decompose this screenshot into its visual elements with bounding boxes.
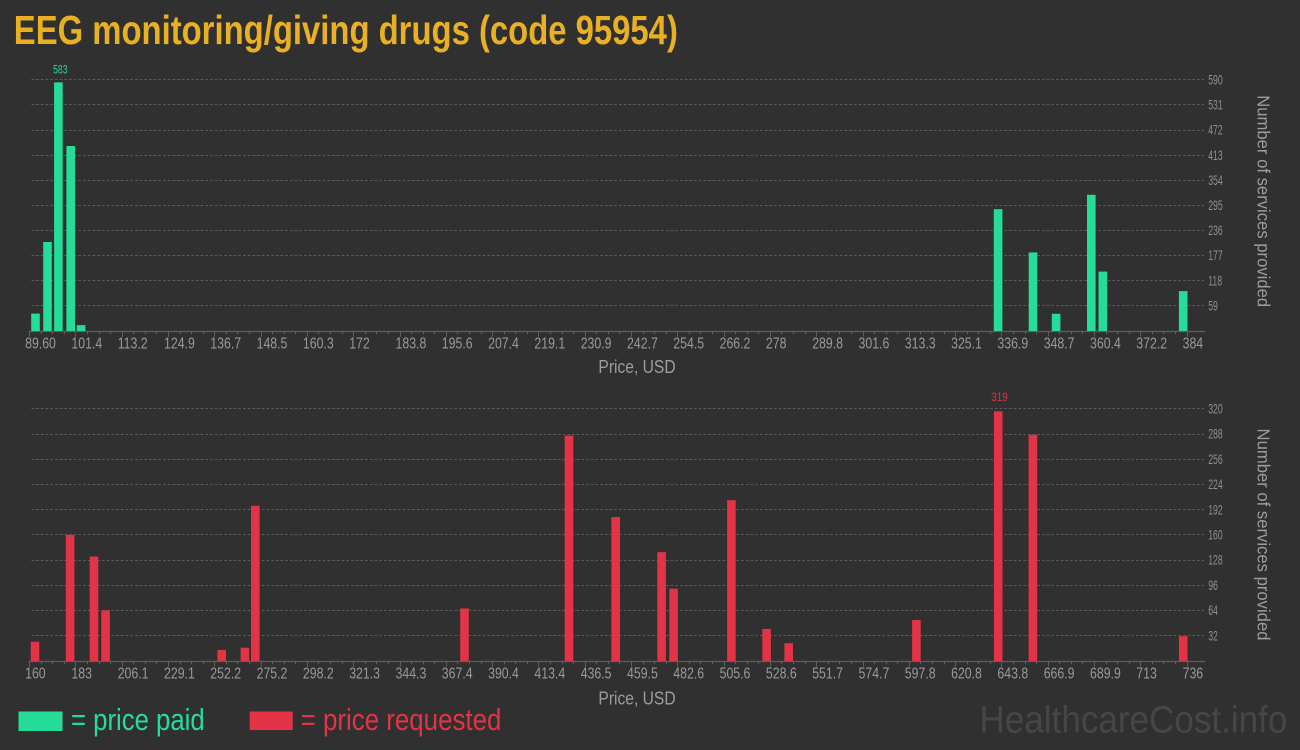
svg-text:689.9: 689.9: [1090, 665, 1121, 683]
svg-text:666.9: 666.9: [1044, 665, 1075, 683]
svg-text:384: 384: [1183, 335, 1204, 353]
svg-text:319: 319: [991, 391, 1007, 404]
svg-text:= price paid: = price paid: [71, 703, 205, 738]
svg-text:583: 583: [53, 64, 68, 77]
svg-text:531: 531: [1208, 98, 1222, 114]
svg-text:177: 177: [1208, 248, 1222, 264]
svg-text:EEG monitoring/giving drugs (c: EEG monitoring/giving drugs (code 95954): [14, 8, 678, 53]
svg-text:643.8: 643.8: [997, 665, 1028, 683]
svg-text:459.5: 459.5: [627, 665, 658, 683]
svg-text:136.7: 136.7: [210, 335, 241, 353]
svg-text:160: 160: [1208, 527, 1223, 543]
svg-text:574.7: 574.7: [859, 665, 890, 683]
svg-text:Number of services provided: Number of services provided: [1253, 95, 1274, 307]
svg-text:301.6: 301.6: [859, 335, 890, 353]
svg-text:597.8: 597.8: [905, 665, 936, 683]
svg-text:32: 32: [1208, 628, 1218, 644]
svg-text:219.1: 219.1: [534, 335, 565, 353]
svg-text:275.2: 275.2: [257, 665, 288, 683]
svg-text:113.2: 113.2: [118, 335, 148, 353]
svg-text:256: 256: [1208, 452, 1222, 468]
svg-text:590: 590: [1208, 72, 1223, 88]
svg-text:160: 160: [25, 665, 46, 683]
svg-text:64: 64: [1208, 603, 1218, 619]
svg-text:242.7: 242.7: [627, 335, 658, 353]
svg-text:320: 320: [1208, 401, 1223, 417]
svg-text:195.6: 195.6: [442, 335, 473, 353]
svg-text:336.9: 336.9: [997, 335, 1028, 353]
svg-text:354: 354: [1208, 173, 1223, 189]
svg-text:183: 183: [71, 665, 92, 683]
svg-text:96: 96: [1208, 578, 1218, 594]
svg-text:206.1: 206.1: [118, 665, 149, 683]
svg-text:528.6: 528.6: [766, 665, 797, 683]
svg-text:551.7: 551.7: [812, 665, 843, 683]
svg-text:183.8: 183.8: [396, 335, 427, 353]
svg-text:252.2: 252.2: [210, 665, 241, 683]
svg-text:390.4: 390.4: [488, 665, 519, 683]
svg-text:295: 295: [1208, 198, 1222, 214]
svg-text:Price, USD: Price, USD: [598, 356, 675, 378]
svg-text:736: 736: [1183, 665, 1204, 683]
svg-text:289.8: 289.8: [812, 335, 843, 353]
svg-text:59: 59: [1208, 298, 1218, 314]
svg-text:367.4: 367.4: [442, 665, 473, 683]
svg-text:372.2: 372.2: [1136, 335, 1167, 353]
svg-text:HealthcareCost.info: HealthcareCost.info: [980, 698, 1288, 741]
svg-text:101.4: 101.4: [71, 335, 102, 353]
svg-text:118: 118: [1208, 273, 1222, 289]
svg-text:172: 172: [349, 335, 370, 353]
svg-text:436.5: 436.5: [581, 665, 612, 683]
svg-text:348.7: 348.7: [1044, 335, 1075, 353]
svg-text:321.3: 321.3: [349, 665, 380, 683]
svg-text:288: 288: [1208, 427, 1222, 443]
svg-text:224: 224: [1208, 477, 1223, 493]
svg-text:482.6: 482.6: [673, 665, 704, 683]
svg-text:713: 713: [1136, 665, 1157, 683]
svg-text:Number of services provided: Number of services provided: [1253, 429, 1274, 641]
svg-text:325.1: 325.1: [951, 335, 982, 353]
svg-text:313.3: 313.3: [905, 335, 936, 353]
svg-text:= price requested: = price requested: [301, 703, 502, 738]
svg-text:229.1: 229.1: [164, 665, 195, 683]
svg-text:266.2: 266.2: [720, 335, 751, 353]
svg-text:278: 278: [766, 335, 787, 353]
svg-text:160.3: 160.3: [303, 335, 334, 353]
svg-text:148.5: 148.5: [257, 335, 288, 353]
svg-text:124.9: 124.9: [164, 335, 195, 353]
svg-text:230.9: 230.9: [581, 335, 612, 353]
svg-text:298.2: 298.2: [303, 665, 334, 683]
svg-text:192: 192: [1208, 502, 1222, 518]
svg-text:128: 128: [1208, 553, 1222, 569]
svg-text:360.4: 360.4: [1090, 335, 1121, 353]
svg-text:Price, USD: Price, USD: [598, 687, 675, 709]
svg-text:505.6: 505.6: [720, 665, 751, 683]
svg-text:344.3: 344.3: [396, 665, 427, 683]
svg-text:254.5: 254.5: [673, 335, 704, 353]
svg-text:207.4: 207.4: [488, 335, 519, 353]
svg-text:413.4: 413.4: [534, 665, 565, 683]
svg-text:472: 472: [1208, 123, 1222, 139]
svg-text:620.8: 620.8: [951, 665, 982, 683]
svg-text:236: 236: [1208, 223, 1222, 239]
svg-text:413: 413: [1208, 148, 1222, 164]
svg-text:89.60: 89.60: [25, 335, 56, 353]
